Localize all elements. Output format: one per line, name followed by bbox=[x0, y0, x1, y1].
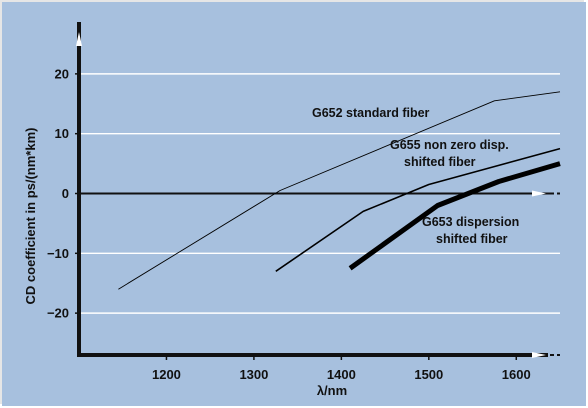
x-tick-label: 1300 bbox=[239, 367, 268, 382]
series-label-g652: G652 standard fiber bbox=[312, 106, 430, 120]
x-tick-label: 1500 bbox=[414, 367, 443, 382]
y-axis-arrowhead bbox=[76, 32, 82, 46]
series-line-g653 bbox=[348, 161, 561, 271]
series-label-g655: G655 non zero disp. bbox=[390, 138, 509, 152]
x-axis-line bbox=[77, 353, 548, 357]
y-tick-label: 10 bbox=[55, 126, 69, 141]
grid-layer bbox=[79, 73, 560, 314]
series-line-g655 bbox=[275, 147, 561, 272]
y-axis-line bbox=[77, 22, 81, 355]
axis-layer: 20 10 0 −10 −20 1200 1300 1400 1500 1600 bbox=[47, 22, 560, 382]
y-axis-title: CD coefficient in ps/(nm*km) bbox=[23, 128, 38, 305]
x-axis-title: λ/nm bbox=[317, 383, 347, 398]
x-tick-label: 1600 bbox=[502, 367, 531, 382]
series-label-g653: G653 dispersion bbox=[422, 215, 519, 229]
y-tick-label: 20 bbox=[55, 66, 69, 81]
series-label-g655: shifted fiber bbox=[404, 155, 476, 169]
series-layer bbox=[118, 91, 561, 290]
series-label-g653: shifted fiber bbox=[436, 232, 508, 246]
series-line-g652 bbox=[118, 91, 561, 290]
label-layer: G652 standard fiber G655 non zero disp. sh… bbox=[312, 106, 519, 246]
y-tick-label: −10 bbox=[47, 246, 69, 261]
x-axis-arrowhead bbox=[532, 352, 546, 358]
x-tick-label: 1200 bbox=[152, 367, 181, 382]
y-tick-label: 0 bbox=[62, 186, 69, 201]
zero-line-arrowhead bbox=[532, 190, 546, 197]
y-tick-label: −20 bbox=[47, 306, 69, 321]
x-tick-label: 1400 bbox=[327, 367, 356, 382]
